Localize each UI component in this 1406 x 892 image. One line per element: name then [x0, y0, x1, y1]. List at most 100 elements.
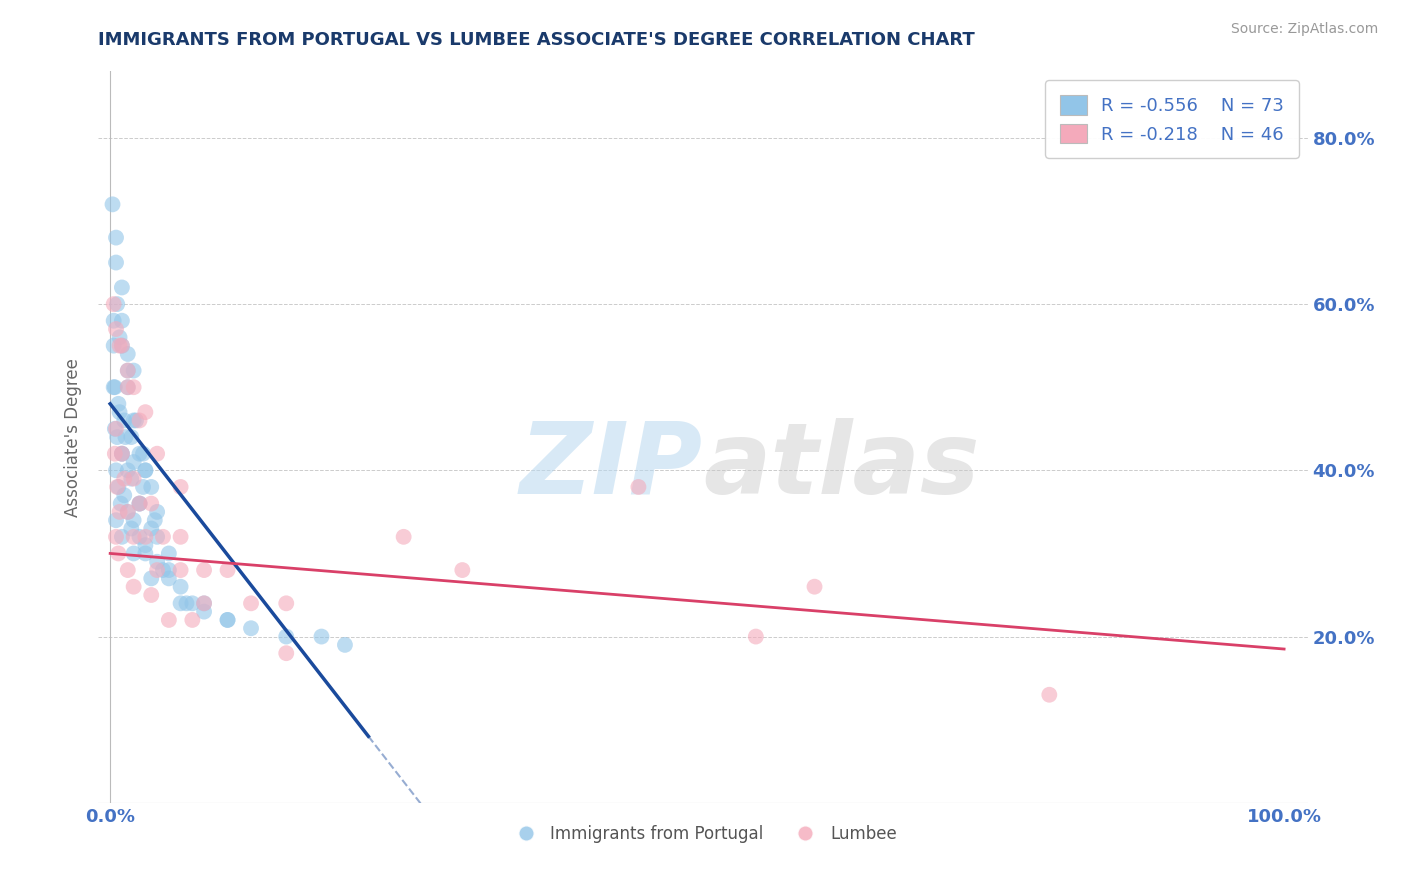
- Point: [181, 613, 204, 627]
- Point: [117, 505, 139, 519]
- Point: [141, 571, 163, 585]
- Text: atlas: atlas: [703, 417, 980, 515]
- Point: [117, 463, 139, 477]
- Point: [134, 530, 156, 544]
- Point: [157, 546, 180, 560]
- Point: [193, 563, 215, 577]
- Point: [146, 563, 169, 577]
- Point: [111, 447, 134, 461]
- Point: [107, 397, 129, 411]
- Point: [105, 513, 128, 527]
- Point: [105, 430, 128, 444]
- Point: [141, 588, 163, 602]
- Point: [117, 380, 139, 394]
- Point: [276, 646, 298, 660]
- Point: [111, 338, 134, 352]
- Point: [157, 571, 180, 585]
- Point: [141, 480, 163, 494]
- Point: [803, 580, 825, 594]
- Point: [120, 521, 142, 535]
- Point: [111, 447, 134, 461]
- Point: [108, 405, 131, 419]
- Point: [169, 596, 191, 610]
- Point: [125, 413, 148, 427]
- Point: [104, 380, 127, 394]
- Point: [169, 563, 191, 577]
- Point: [134, 463, 156, 477]
- Point: [112, 488, 135, 502]
- Point: [101, 197, 124, 211]
- Point: [110, 497, 132, 511]
- Point: [103, 380, 125, 394]
- Point: [217, 613, 239, 627]
- Point: [112, 472, 135, 486]
- Legend: Immigrants from Portugal, Lumbee: Immigrants from Portugal, Lumbee: [502, 818, 904, 849]
- Point: [117, 363, 139, 377]
- Point: [181, 596, 204, 610]
- Point: [111, 280, 134, 294]
- Point: [169, 580, 191, 594]
- Point: [157, 563, 180, 577]
- Point: [111, 447, 134, 461]
- Point: [152, 563, 174, 577]
- Y-axis label: Associate's Degree: Associate's Degree: [65, 358, 83, 516]
- Point: [122, 513, 145, 527]
- Point: [111, 314, 134, 328]
- Point: [152, 530, 174, 544]
- Point: [122, 546, 145, 560]
- Point: [105, 422, 128, 436]
- Point: [105, 480, 128, 494]
- Point: [120, 430, 142, 444]
- Point: [103, 314, 125, 328]
- Point: [169, 530, 191, 544]
- Text: Source: ZipAtlas.com: Source: ZipAtlas.com: [1230, 22, 1378, 37]
- Point: [105, 297, 128, 311]
- Point: [146, 530, 169, 544]
- Point: [1038, 688, 1060, 702]
- Point: [117, 380, 139, 394]
- Point: [143, 513, 166, 527]
- Point: [105, 230, 128, 244]
- Point: [122, 363, 145, 377]
- Point: [105, 530, 128, 544]
- Point: [117, 563, 139, 577]
- Point: [193, 596, 215, 610]
- Point: [105, 322, 128, 336]
- Point: [105, 255, 128, 269]
- Point: [333, 638, 356, 652]
- Point: [217, 613, 239, 627]
- Point: [128, 497, 150, 511]
- Point: [146, 447, 169, 461]
- Text: IMMIGRANTS FROM PORTUGAL VS LUMBEE ASSOCIATE'S DEGREE CORRELATION CHART: IMMIGRANTS FROM PORTUGAL VS LUMBEE ASSOC…: [98, 31, 976, 49]
- Point: [107, 480, 129, 494]
- Point: [134, 546, 156, 560]
- Point: [108, 338, 131, 352]
- Point: [107, 546, 129, 560]
- Point: [103, 297, 125, 311]
- Point: [141, 497, 163, 511]
- Point: [104, 422, 127, 436]
- Point: [276, 596, 298, 610]
- Point: [128, 413, 150, 427]
- Point: [627, 480, 650, 494]
- Point: [128, 530, 150, 544]
- Point: [392, 530, 415, 544]
- Point: [128, 497, 150, 511]
- Point: [240, 596, 263, 610]
- Point: [117, 505, 139, 519]
- Point: [146, 555, 169, 569]
- Point: [120, 472, 142, 486]
- Point: [193, 605, 215, 619]
- Point: [134, 405, 156, 419]
- Point: [169, 480, 191, 494]
- Point: [111, 338, 134, 352]
- Point: [122, 472, 145, 486]
- Point: [132, 480, 155, 494]
- Point: [104, 447, 127, 461]
- Point: [141, 521, 163, 535]
- Point: [134, 538, 156, 552]
- Point: [117, 363, 139, 377]
- Point: [122, 580, 145, 594]
- Point: [112, 413, 135, 427]
- Point: [108, 505, 131, 519]
